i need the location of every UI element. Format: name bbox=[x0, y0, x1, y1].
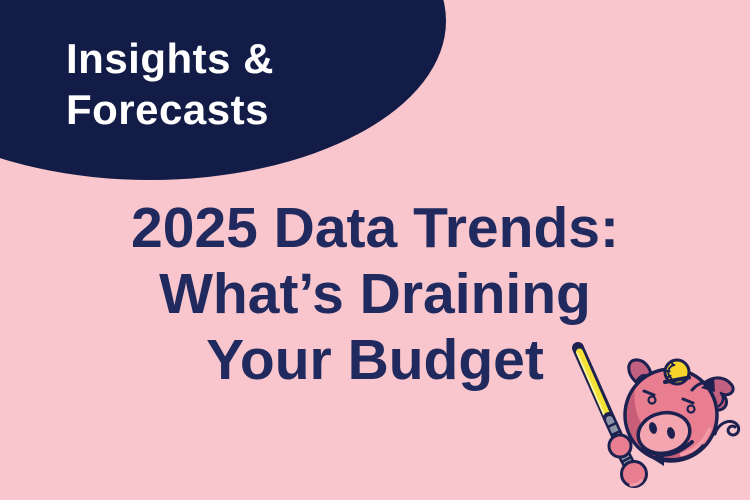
rotate-arrow-bottom-icon bbox=[651, 444, 705, 466]
coin-icon bbox=[663, 358, 691, 386]
page-title: 2025 Data Trends: What’s Draining Your B… bbox=[0, 195, 750, 393]
left-eye-icon bbox=[647, 395, 657, 405]
coin-slot bbox=[663, 375, 691, 384]
right-eye-icon bbox=[686, 404, 696, 414]
snout-icon bbox=[636, 410, 692, 456]
piggy-bank-illustration bbox=[572, 342, 741, 488]
title-line-1: 2025 Data Trends: bbox=[131, 196, 619, 260]
pig-tail-icon bbox=[713, 419, 741, 437]
title-line-2: What’s Draining bbox=[159, 262, 591, 326]
badge-line-1: Insights & bbox=[66, 35, 275, 82]
rotate-arrow-top-icon bbox=[690, 377, 715, 392]
mouth-icon bbox=[641, 440, 694, 457]
badge-label: Insights & Forecasts bbox=[66, 33, 274, 135]
pig-face bbox=[636, 389, 696, 457]
pig-fist bbox=[607, 433, 648, 488]
sword-icon bbox=[572, 342, 625, 446]
left-eyebrow-icon bbox=[642, 389, 656, 397]
right-eyebrow-icon bbox=[681, 397, 695, 405]
badge-line-2: Forecasts bbox=[66, 86, 269, 133]
title-line-3: Your Budget bbox=[206, 328, 544, 392]
pig-left-ear-icon bbox=[627, 358, 653, 384]
